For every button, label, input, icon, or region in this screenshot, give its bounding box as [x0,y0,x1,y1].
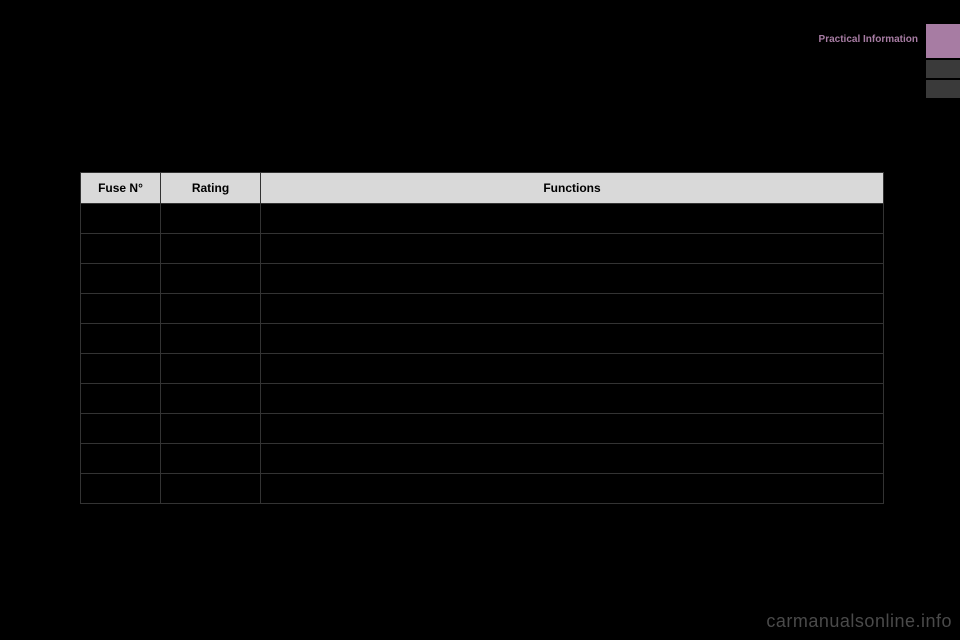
table-row [81,324,884,354]
table-row [81,234,884,264]
side-tab-slot [926,60,960,78]
cell-functions [261,384,884,414]
cell-fuse [81,234,161,264]
cell-functions [261,414,884,444]
table-header-row: Fuse N° Rating Functions [81,173,884,204]
cell-rating [161,324,261,354]
cell-rating [161,474,261,504]
table-row [81,414,884,444]
col-header-fuse: Fuse N° [81,173,161,204]
cell-rating [161,204,261,234]
watermark: carmanualsonline.info [766,611,952,632]
cell-rating [161,234,261,264]
cell-fuse [81,324,161,354]
side-tab-slot [926,80,960,98]
table-body [81,204,884,504]
cell-fuse [81,204,161,234]
table-row [81,444,884,474]
cell-rating [161,444,261,474]
cell-rating [161,264,261,294]
table-row [81,204,884,234]
cell-rating [161,384,261,414]
cell-fuse [81,444,161,474]
table-row [81,264,884,294]
cell-functions [261,474,884,504]
cell-fuse [81,354,161,384]
cell-fuse [81,294,161,324]
table-row [81,294,884,324]
cell-functions [261,354,884,384]
cell-rating [161,354,261,384]
table-row [81,474,884,504]
cell-fuse [81,474,161,504]
cell-functions [261,294,884,324]
col-header-rating: Rating [161,173,261,204]
cell-functions [261,234,884,264]
cell-rating [161,414,261,444]
cell-functions [261,204,884,234]
section-label: Practical Information [819,34,918,45]
fuse-table: Fuse N° Rating Functions [80,172,884,504]
col-header-functions: Functions [261,173,884,204]
cell-functions [261,324,884,354]
side-tab [926,24,960,98]
cell-fuse [81,414,161,444]
table-row [81,354,884,384]
cell-functions [261,444,884,474]
page: Practical Information Fuse N° Rating Fun… [0,0,960,640]
content-area: Fuse N° Rating Functions [80,172,884,504]
cell-fuse [81,264,161,294]
side-tab-accent [926,24,960,58]
cell-fuse [81,384,161,414]
cell-rating [161,294,261,324]
table-row [81,384,884,414]
cell-functions [261,264,884,294]
